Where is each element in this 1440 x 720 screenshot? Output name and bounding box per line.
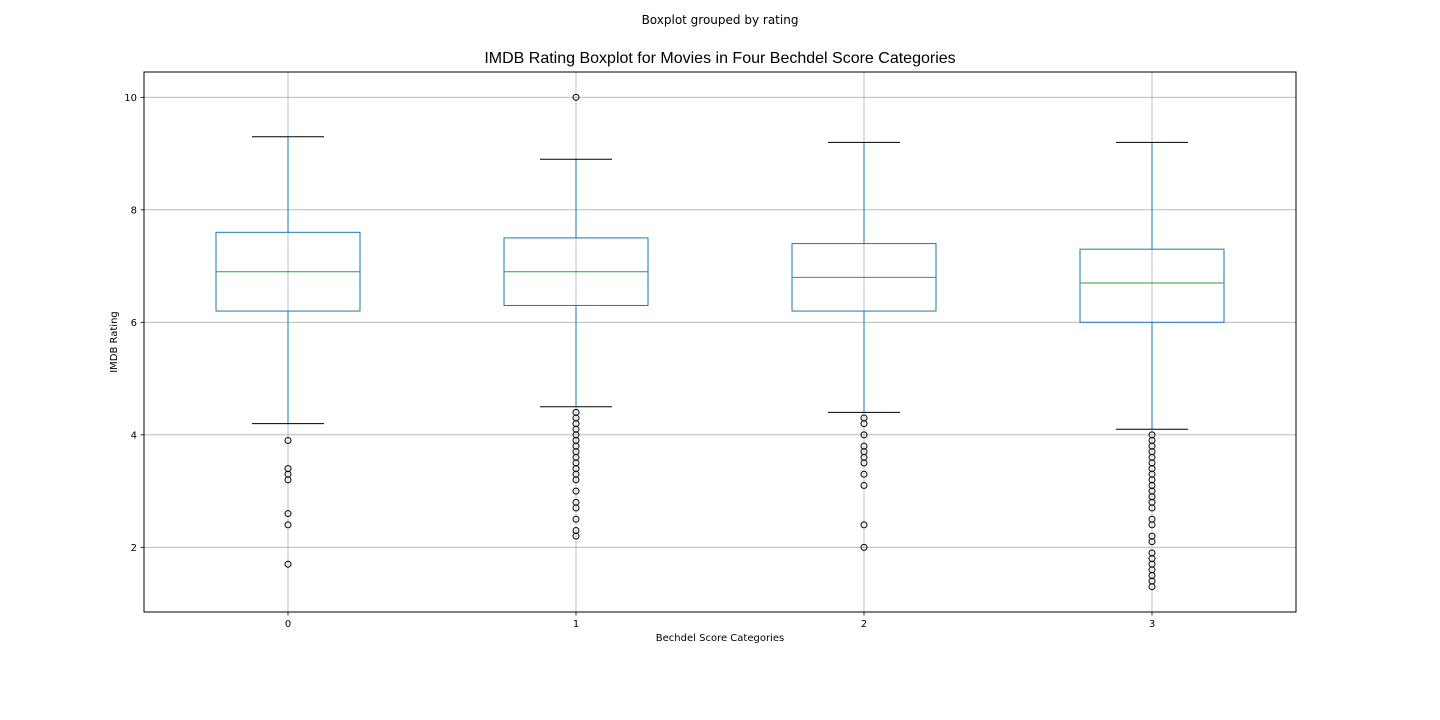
box-category-3 [1079, 141, 1225, 591]
chart-title: IMDB Rating Boxplot for Movies in Four B… [484, 50, 955, 67]
x-axis-label: Bechdel Score Categories [656, 633, 784, 644]
outlier-point [860, 431, 868, 439]
box-category-0 [215, 136, 361, 568]
outlier-point [572, 487, 580, 495]
outlier-point [1148, 521, 1156, 529]
outlier-point [1148, 583, 1156, 591]
outlier-point [860, 481, 868, 489]
x-tick-label: 3 [1149, 619, 1155, 630]
outlier-point [860, 459, 868, 467]
axis-ticks: 2 4 6 8 10 0 1 2 3 [124, 93, 1155, 630]
outlier-point [284, 476, 292, 484]
outlier-point [1148, 538, 1156, 546]
outlier-point [860, 470, 868, 478]
x-tick-label: 0 [285, 619, 291, 630]
outlier-point [572, 476, 580, 484]
x-tick-label: 2 [861, 619, 867, 630]
outlier-point [1148, 504, 1156, 512]
iqr-box [1079, 248, 1225, 323]
outlier-point [284, 521, 292, 529]
y-tick-label: 4 [131, 430, 137, 441]
y-tick-label: 10 [124, 93, 137, 104]
outlier-point [860, 543, 868, 551]
outlier-point [860, 420, 868, 428]
box-category-2 [791, 141, 937, 551]
outlier-point [860, 521, 868, 529]
y-tick-label: 2 [131, 543, 137, 554]
outlier-point [572, 504, 580, 512]
outlier-point [572, 93, 580, 101]
outlier-point [284, 560, 292, 568]
y-tick-label: 8 [131, 205, 137, 216]
outlier-point [572, 515, 580, 523]
outlier-point [572, 532, 580, 540]
box-series [215, 93, 1225, 591]
outlier-point [284, 510, 292, 518]
outlier-point [284, 436, 292, 444]
figure-suptitle: Boxplot grouped by rating [642, 13, 799, 27]
plot-area-frame [143, 71, 1297, 613]
y-axis-label: IMDB Rating [109, 311, 120, 373]
box-category-1 [503, 93, 649, 540]
x-tick-label: 1 [573, 619, 579, 630]
y-tick-label: 6 [131, 318, 137, 329]
